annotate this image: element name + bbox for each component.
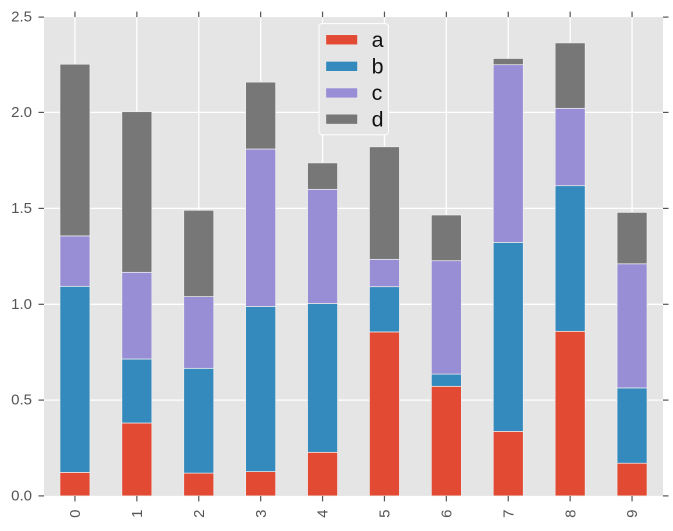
svg-text:9: 9 <box>624 510 641 518</box>
svg-text:0.0: 0.0 <box>11 488 32 505</box>
svg-text:1.5: 1.5 <box>11 200 32 217</box>
svg-text:0.5: 0.5 <box>11 392 32 409</box>
svg-text:6: 6 <box>438 510 455 518</box>
svg-text:1.0: 1.0 <box>11 296 32 313</box>
svg-text:2.5: 2.5 <box>11 9 32 26</box>
svg-text:1: 1 <box>129 510 146 518</box>
svg-text:2.0: 2.0 <box>11 104 32 121</box>
svg-text:d: d <box>372 108 384 132</box>
svg-text:5: 5 <box>377 510 394 518</box>
svg-text:a: a <box>372 28 384 52</box>
svg-text:b: b <box>372 55 384 79</box>
svg-text:c: c <box>372 81 383 105</box>
svg-text:0: 0 <box>67 510 84 518</box>
svg-text:4: 4 <box>315 510 332 518</box>
svg-text:7: 7 <box>500 510 517 518</box>
svg-text:2: 2 <box>191 510 208 518</box>
svg-text:8: 8 <box>562 510 579 518</box>
svg-text:3: 3 <box>253 510 270 518</box>
